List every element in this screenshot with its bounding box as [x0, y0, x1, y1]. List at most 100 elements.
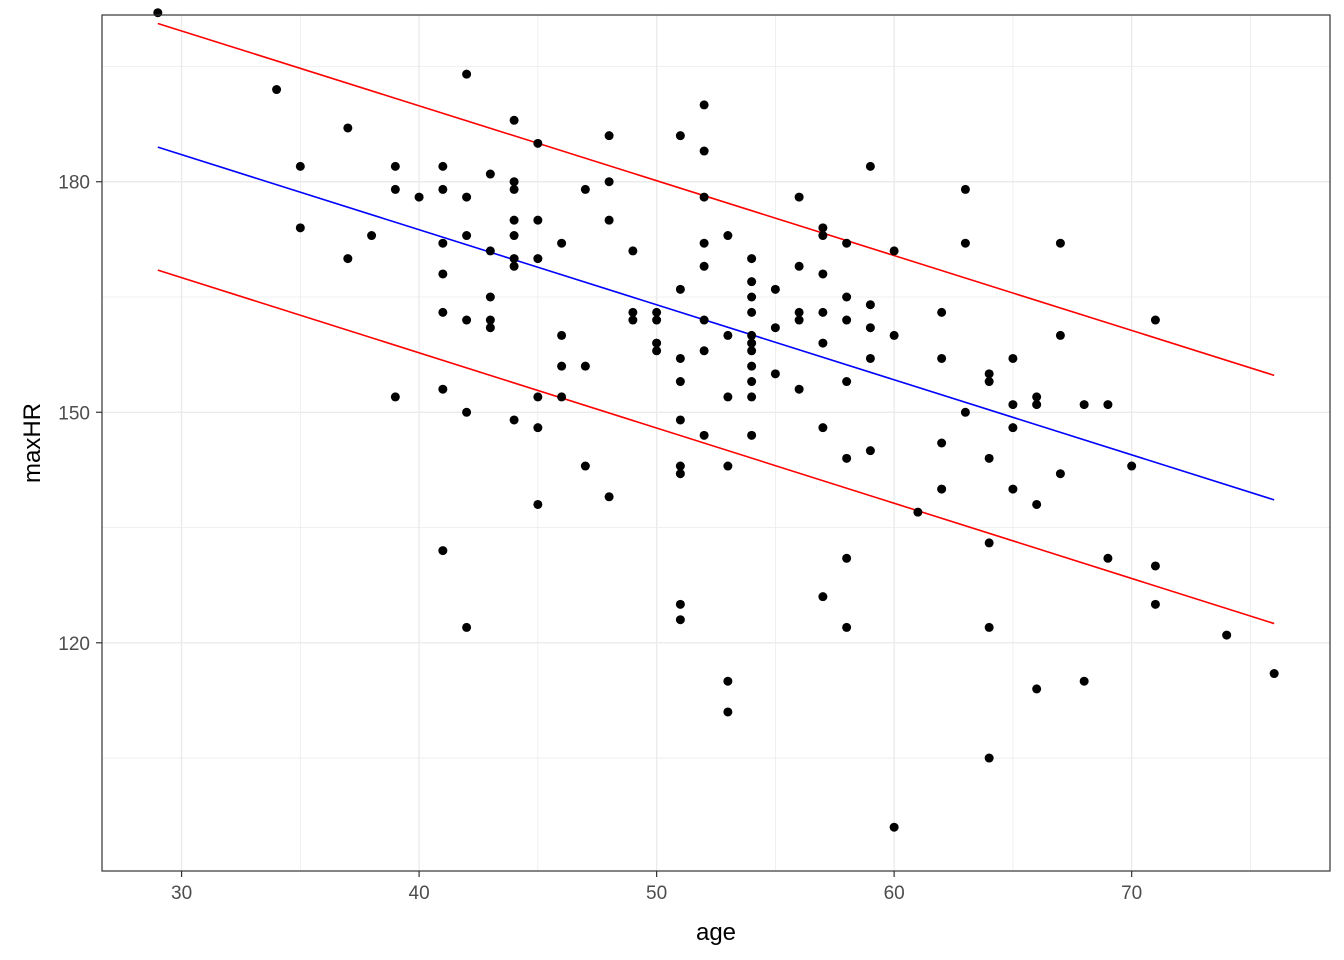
data-point — [343, 123, 353, 133]
data-point — [533, 423, 543, 433]
data-point — [747, 254, 757, 264]
data-point — [723, 231, 733, 241]
data-point — [889, 246, 899, 256]
data-point — [770, 369, 780, 379]
data-point — [462, 622, 472, 632]
data-point — [557, 392, 567, 402]
data-point — [675, 599, 685, 609]
data-point — [1103, 400, 1113, 410]
data-point — [984, 538, 994, 548]
data-point — [652, 315, 662, 325]
data-point — [723, 676, 733, 686]
data-point — [747, 361, 757, 371]
data-point — [1032, 499, 1042, 509]
data-point — [984, 622, 994, 632]
data-point — [533, 392, 543, 402]
data-point — [794, 315, 804, 325]
data-point — [438, 546, 448, 556]
data-point — [865, 446, 875, 456]
data-point — [984, 369, 994, 379]
data-point — [794, 384, 804, 394]
data-point — [723, 392, 733, 402]
data-point — [485, 315, 495, 325]
data-point — [1103, 553, 1113, 563]
upper-prediction-band — [157, 22, 1275, 377]
data-point — [462, 407, 472, 417]
data-point — [580, 461, 590, 471]
data-point — [1150, 561, 1160, 571]
data-point — [557, 330, 567, 340]
data-point — [509, 415, 519, 425]
data-point — [1079, 676, 1089, 686]
data-point — [794, 307, 804, 317]
data-point — [865, 161, 875, 171]
lower-prediction-band — [157, 269, 1275, 625]
data-point — [984, 377, 994, 387]
data-point — [723, 461, 733, 471]
data-point — [1008, 423, 1018, 433]
data-point — [699, 238, 709, 248]
data-point — [675, 469, 685, 479]
y-tick-label: 120 — [58, 634, 90, 655]
data-point — [747, 277, 757, 287]
data-point — [1150, 315, 1160, 325]
data-point — [842, 292, 852, 302]
data-point — [675, 131, 685, 141]
data-point — [438, 307, 448, 317]
data-point — [628, 307, 638, 317]
data-point — [699, 146, 709, 156]
data-point — [462, 231, 472, 241]
data-point — [842, 453, 852, 463]
data-point — [960, 407, 970, 417]
data-point — [533, 138, 543, 148]
data-point — [699, 192, 709, 202]
data-point — [533, 254, 543, 264]
data-point — [438, 161, 448, 171]
data-point — [533, 499, 543, 509]
data-point — [675, 353, 685, 363]
data-point — [794, 261, 804, 271]
regression-fit-line — [157, 146, 1275, 501]
data-point — [1032, 684, 1042, 694]
x-tick-label: 60 — [884, 883, 905, 904]
data-point — [675, 615, 685, 625]
data-point — [865, 353, 875, 363]
data-point — [1008, 484, 1018, 494]
data-point — [699, 315, 709, 325]
data-point — [842, 315, 852, 325]
data-point — [509, 254, 519, 264]
data-point — [628, 246, 638, 256]
data-point — [889, 330, 899, 340]
data-point — [794, 192, 804, 202]
x-tick-label: 70 — [1121, 883, 1142, 904]
data-point — [272, 85, 282, 95]
data-point — [842, 238, 852, 248]
data-point — [153, 8, 163, 18]
data-point — [1055, 469, 1065, 479]
data-point — [842, 377, 852, 387]
data-point — [1032, 400, 1042, 410]
data-point — [865, 300, 875, 310]
data-point — [604, 215, 614, 225]
data-point — [1269, 669, 1279, 679]
data-point — [509, 215, 519, 225]
grid — [102, 15, 1330, 871]
data-point — [770, 284, 780, 294]
data-point — [557, 238, 567, 248]
data-point — [842, 622, 852, 632]
data-point — [390, 184, 400, 194]
data-point — [747, 430, 757, 440]
data-point — [485, 323, 495, 333]
data-point — [485, 169, 495, 179]
data-point — [604, 492, 614, 502]
data-point — [580, 184, 590, 194]
data-point — [295, 223, 305, 233]
axes: 30 40 50 60 70 120 150 180 — [58, 173, 1142, 904]
x-tick-label: 40 — [409, 883, 430, 904]
data-point — [818, 223, 828, 233]
data-point — [438, 384, 448, 394]
data-points — [153, 8, 1279, 832]
x-tick-label: 30 — [171, 883, 192, 904]
